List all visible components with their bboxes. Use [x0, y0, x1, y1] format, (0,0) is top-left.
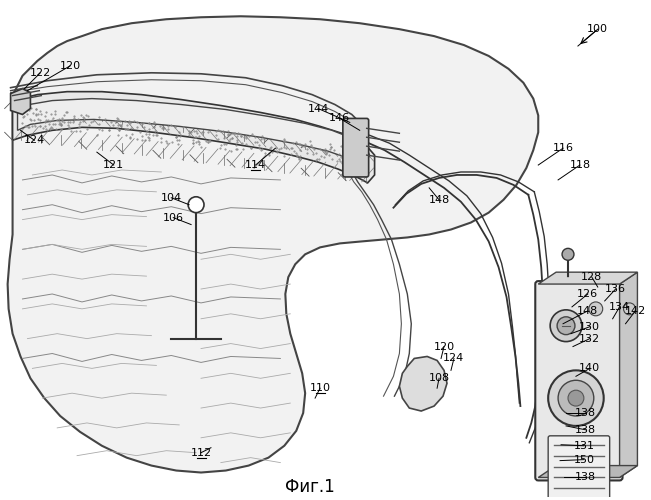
- Polygon shape: [8, 16, 538, 472]
- Circle shape: [589, 302, 603, 316]
- Text: 142: 142: [625, 306, 646, 316]
- Text: 144: 144: [307, 104, 329, 114]
- Text: 136: 136: [605, 284, 626, 294]
- Text: 120: 120: [59, 61, 81, 71]
- Text: 148: 148: [428, 195, 450, 205]
- Text: 148: 148: [577, 306, 598, 316]
- Text: 104: 104: [161, 193, 182, 203]
- Circle shape: [568, 390, 584, 406]
- Text: 110: 110: [309, 383, 331, 393]
- Polygon shape: [620, 272, 637, 478]
- FancyBboxPatch shape: [535, 281, 622, 480]
- Text: 114: 114: [245, 160, 266, 170]
- Text: 112: 112: [191, 448, 212, 458]
- Text: 126: 126: [577, 289, 598, 299]
- Text: 124: 124: [443, 354, 465, 364]
- Text: 124: 124: [24, 135, 45, 145]
- Text: 100: 100: [587, 24, 608, 34]
- Circle shape: [188, 197, 204, 212]
- Text: 146: 146: [329, 114, 350, 124]
- Circle shape: [558, 380, 594, 416]
- Polygon shape: [12, 92, 374, 183]
- Text: 108: 108: [428, 374, 450, 384]
- Text: 121: 121: [103, 160, 124, 170]
- Text: 116: 116: [553, 143, 574, 153]
- Text: 120: 120: [434, 342, 454, 351]
- Text: 138: 138: [575, 425, 596, 435]
- Text: Фиг.1: Фиг.1: [285, 478, 335, 496]
- Text: 138: 138: [575, 408, 596, 418]
- Text: 140: 140: [579, 364, 600, 374]
- Text: 138: 138: [575, 472, 596, 482]
- Polygon shape: [10, 88, 31, 115]
- Text: 132: 132: [579, 334, 600, 344]
- Text: 131: 131: [574, 440, 594, 450]
- Circle shape: [624, 303, 635, 315]
- Circle shape: [550, 310, 582, 342]
- FancyBboxPatch shape: [548, 436, 610, 500]
- Circle shape: [548, 370, 603, 426]
- FancyBboxPatch shape: [343, 118, 368, 177]
- Circle shape: [557, 317, 575, 334]
- Text: 150: 150: [574, 454, 594, 464]
- Polygon shape: [538, 466, 637, 477]
- Polygon shape: [538, 272, 637, 284]
- Text: 130: 130: [579, 322, 600, 332]
- Text: 106: 106: [163, 212, 184, 222]
- Text: 134: 134: [609, 302, 630, 312]
- Polygon shape: [18, 98, 370, 165]
- Circle shape: [562, 248, 574, 260]
- Polygon shape: [400, 356, 447, 411]
- Text: 118: 118: [570, 160, 590, 170]
- Text: 128: 128: [581, 272, 602, 282]
- Text: 122: 122: [30, 68, 51, 78]
